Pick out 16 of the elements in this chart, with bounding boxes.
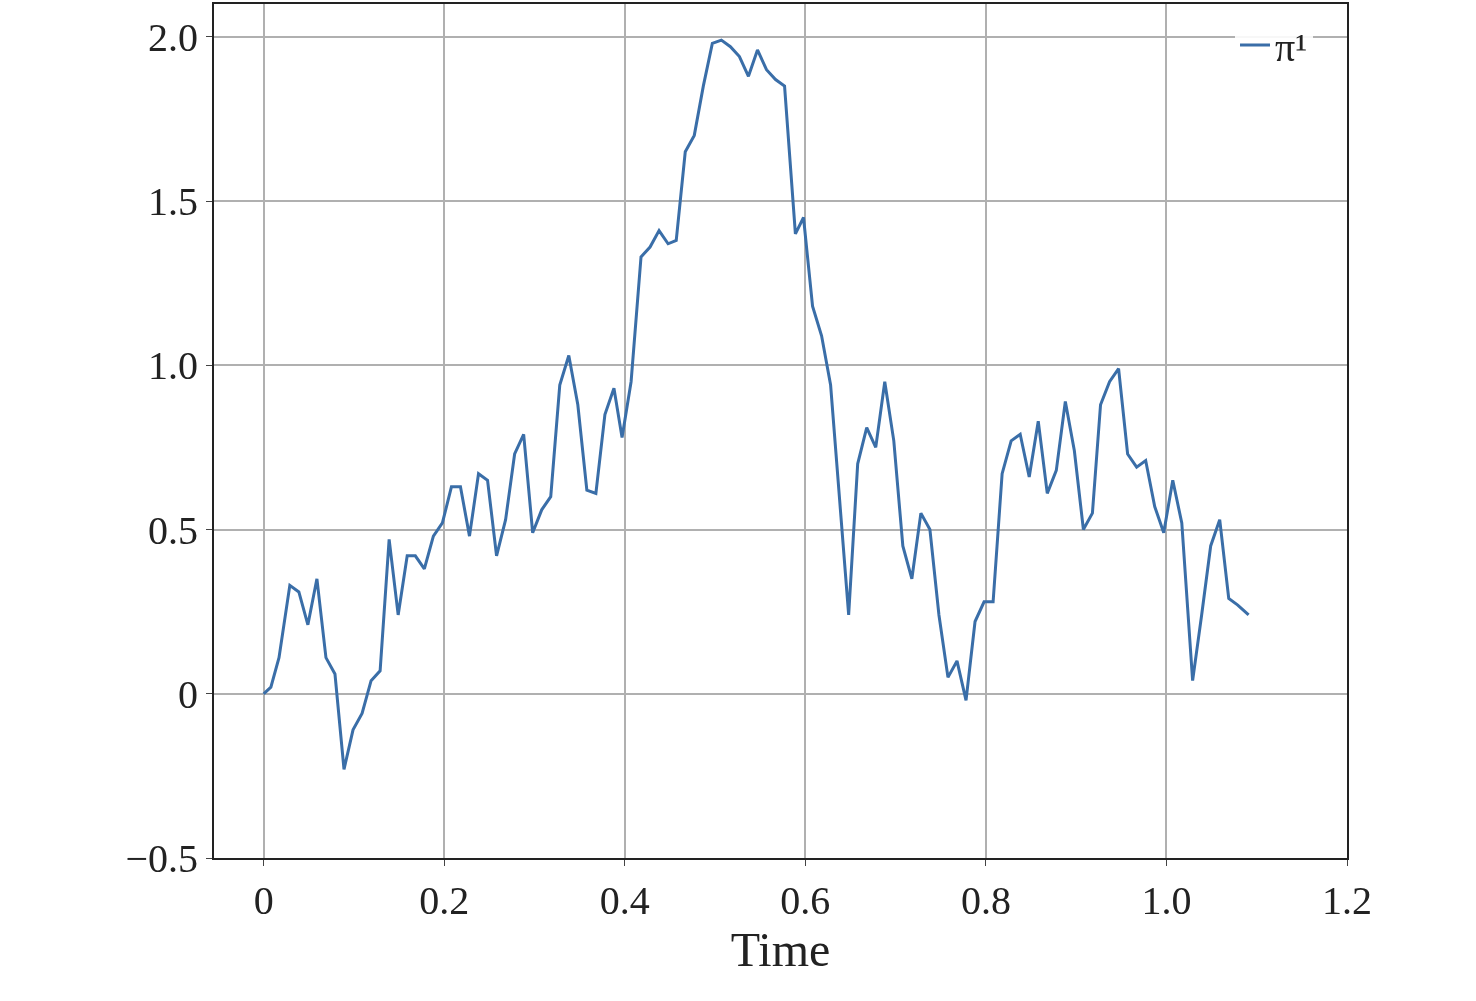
x-tick-label: 1.0 xyxy=(1141,878,1192,923)
y-tick-label: 1.5 xyxy=(148,179,198,225)
x-tick-label: 0 xyxy=(253,878,274,923)
legend-label: π¹ xyxy=(1275,24,1308,70)
line-series xyxy=(262,38,1251,771)
x-tick-label: 0.8 xyxy=(960,878,1011,923)
x-tick-label: 0.2 xyxy=(419,878,470,923)
x-tick-label: 1.2 xyxy=(1322,878,1372,923)
y-tick-label: 2.0 xyxy=(148,14,198,60)
y-tick-label: 1.0 xyxy=(148,343,198,389)
x-axis-title: Time xyxy=(730,923,831,976)
y-tick-label: −0.5 xyxy=(125,836,198,881)
x-tick-label: 0.6 xyxy=(780,878,831,923)
y-tick-label: 0.5 xyxy=(148,507,198,553)
y-tick-label: 0 xyxy=(178,671,198,717)
x-tick-label: 0.4 xyxy=(599,878,650,923)
